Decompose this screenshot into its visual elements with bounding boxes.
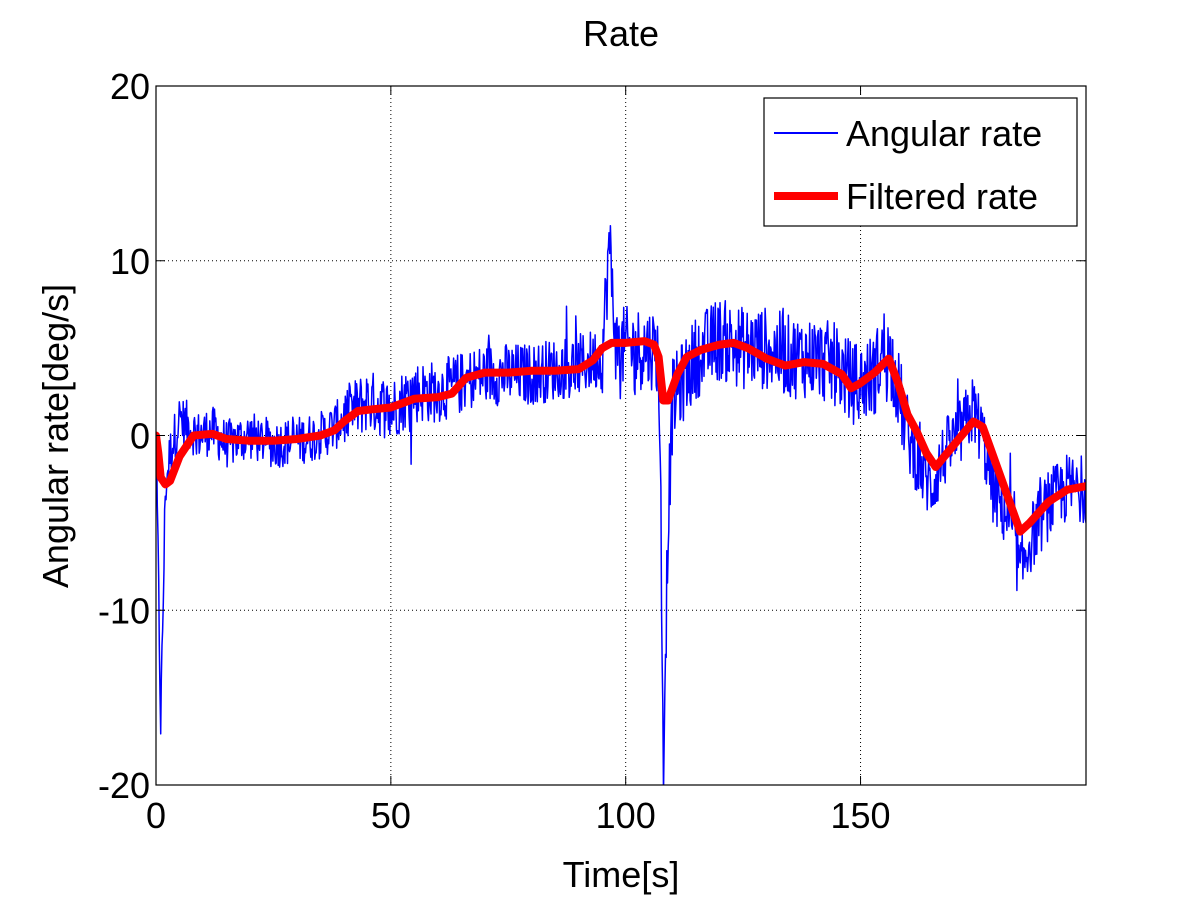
legend-box bbox=[763, 97, 1078, 227]
legend: Angular rate Filtered rate bbox=[763, 97, 1078, 227]
y-tick-label: -10 bbox=[98, 590, 150, 631]
y-tick-label: 10 bbox=[110, 241, 150, 282]
chart-title: Rate bbox=[583, 13, 659, 54]
legend-label-filtered-rate: Filtered rate bbox=[846, 176, 1038, 217]
series-line-angular-rate bbox=[156, 224, 1086, 785]
x-tick-label: 100 bbox=[596, 795, 656, 836]
y-tick-label: -20 bbox=[98, 765, 150, 806]
x-axis-label: Time[s] bbox=[563, 854, 680, 895]
x-tick-label: 50 bbox=[371, 795, 411, 836]
y-axis-label: Angular rate[deg/s] bbox=[35, 284, 76, 588]
legend-label-angular-rate: Angular rate bbox=[846, 113, 1042, 154]
x-tick-label: 150 bbox=[831, 795, 891, 836]
x-tick-label: 0 bbox=[146, 795, 166, 836]
y-tick-label: 0 bbox=[130, 416, 150, 457]
tick-marks bbox=[155, 85, 1086, 786]
series-line-filtered-rate bbox=[156, 337, 1086, 536]
tick-labels: 0 50 100 150 -20 -10 0 10 20 bbox=[98, 66, 891, 836]
y-tick-label: 20 bbox=[110, 66, 150, 107]
series-layer bbox=[156, 224, 1086, 785]
